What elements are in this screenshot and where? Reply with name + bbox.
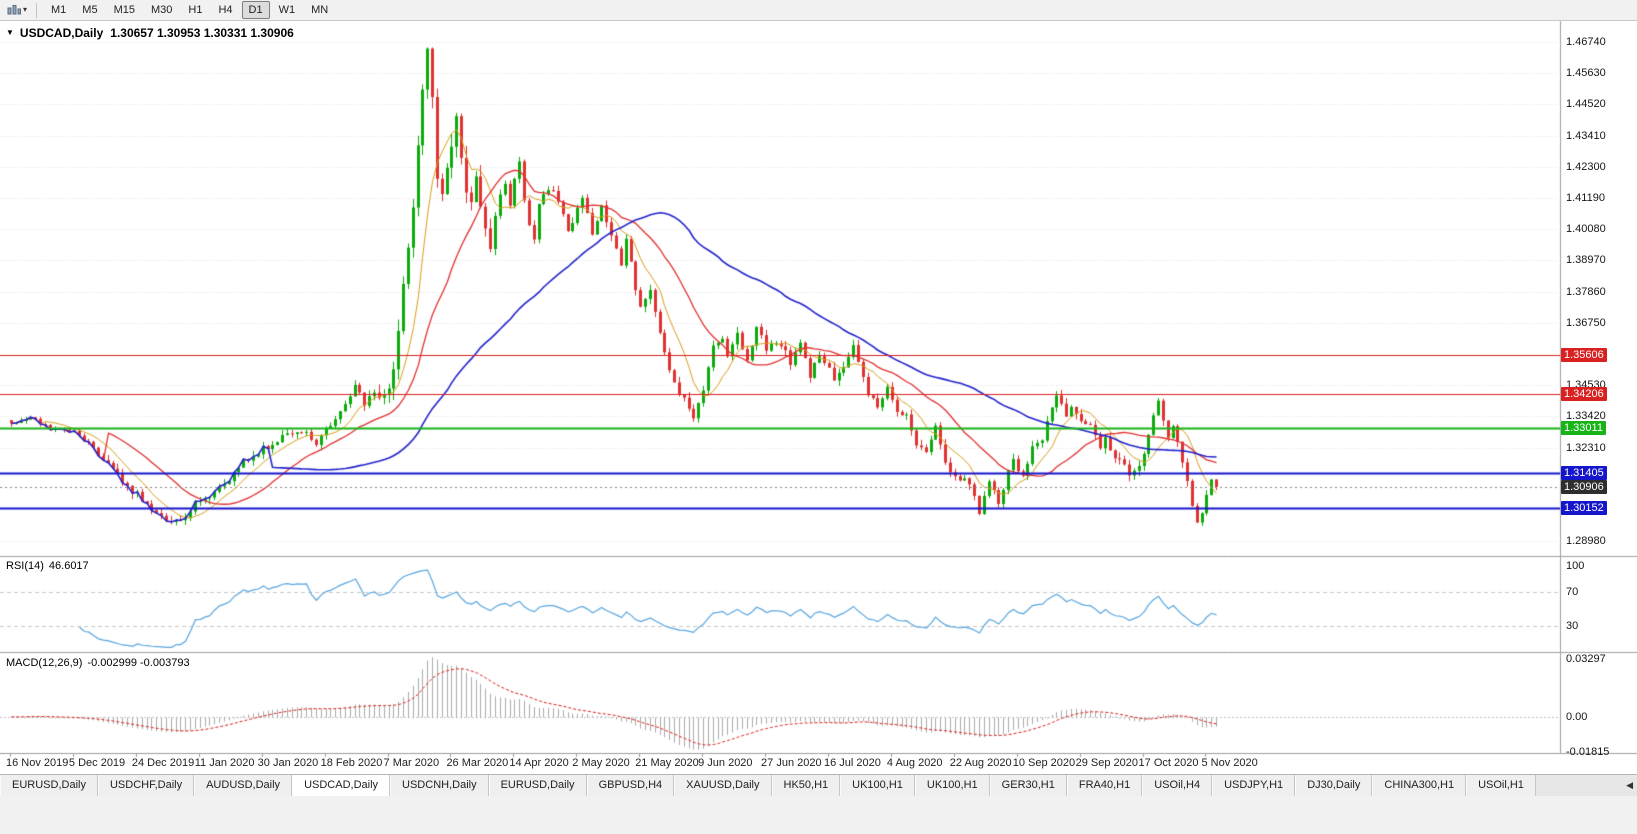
timeframe-button-m30[interactable]: M30 xyxy=(150,4,173,16)
chart-tab-bar: EURUSD,Daily USDCHF,Daily AUDUSD,Daily USDC… xyxy=(0,774,1637,796)
tab-audusd-daily[interactable]: AUDUSD,Daily xyxy=(194,775,293,796)
tab-dj30-daily[interactable]: DJ30,Daily xyxy=(1295,775,1373,796)
timeframe-button-m5[interactable]: M5 xyxy=(82,4,98,16)
timeframe-button-group: M1 M5 M15 M30 H1 H4 D1 W1 MN xyxy=(43,1,336,19)
tab-china300-h1[interactable]: CHINA300,H1 xyxy=(1372,775,1467,796)
tab-eurusd-daily[interactable]: EURUSD,Daily xyxy=(0,775,98,796)
timeframe-button-m1[interactable]: M1 xyxy=(51,4,67,16)
timeframe-button-mn[interactable]: MN xyxy=(311,4,329,16)
timeframe-button-h1[interactable]: H1 xyxy=(188,4,203,16)
status-area xyxy=(0,796,1637,834)
timeframe-button-d1[interactable]: D1 xyxy=(241,1,270,19)
tab-strip: EURUSD,Daily USDCHF,Daily AUDUSD,Daily USDC… xyxy=(0,775,1621,796)
chart-type-icon[interactable]: ▾ xyxy=(4,3,30,18)
tab-usdchf-daily[interactable]: USDCHF,Daily xyxy=(97,775,195,796)
tab-scroll-left-icon[interactable]: ◀ xyxy=(1626,780,1633,790)
timeframe-toolbar: ▾ M1 M5 M15 M30 H1 H4 D1 W1 MN xyxy=(0,0,1637,21)
tab-uk100-h1[interactable]: UK100,H1 xyxy=(840,775,915,796)
timeframe-button-m15[interactable]: M15 xyxy=(113,4,135,16)
tab-gbpusd-h4[interactable]: GBPUSD,H4 xyxy=(586,775,675,796)
tab-usoil-h1[interactable]: USOil,H1 xyxy=(1466,775,1536,796)
tab-eurusd-daily[interactable]: EURUSD,Daily xyxy=(488,775,587,796)
timeframe-button-h4[interactable]: H4 xyxy=(218,4,233,16)
tab-usoil-h4[interactable]: USOil,H4 xyxy=(1142,775,1213,796)
toolbar-separator xyxy=(36,2,38,18)
tab-uk100-h1[interactable]: UK100,H1 xyxy=(914,775,990,796)
tab-ger30-h1[interactable]: GER30,H1 xyxy=(989,775,1067,796)
tab-fra40-h1[interactable]: FRA40,H1 xyxy=(1066,775,1143,796)
tab-hk50-h1[interactable]: HK50,H1 xyxy=(771,775,841,796)
timeframe-button-w1[interactable]: W1 xyxy=(278,4,296,16)
tab-usdcad-daily[interactable]: USDCAD,Daily xyxy=(292,775,391,796)
tab-usdcnh-daily[interactable]: USDCNH,Daily xyxy=(390,775,489,796)
tab-usdjpy-h1[interactable]: USDJPY,H1 xyxy=(1212,775,1296,796)
chevron-down-icon: ▾ xyxy=(23,5,28,14)
candlestick-chart-icon xyxy=(7,4,21,14)
tab-xauusd-daily[interactable]: XAUUSD,Daily xyxy=(674,775,772,796)
